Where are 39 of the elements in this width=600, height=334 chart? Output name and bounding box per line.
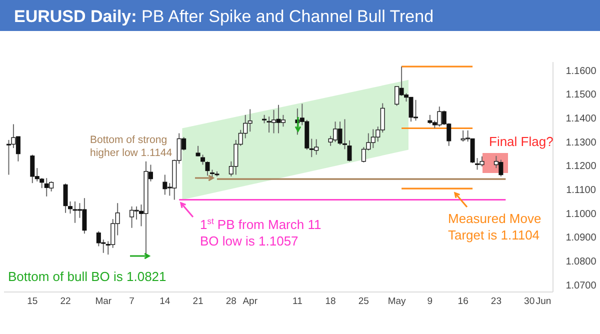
- x-tick-label: 18: [325, 296, 336, 307]
- candlestick: [196, 145, 200, 157]
- y-tick-label: 1.1500: [566, 90, 597, 101]
- y-tick-label: 1.1300: [566, 137, 597, 148]
- x-tick-label: Jun: [536, 296, 552, 307]
- x-tick-label: Apr: [242, 296, 258, 307]
- x-tick-label: 23: [490, 296, 502, 307]
- x-tick-label: May: [388, 296, 406, 307]
- candlestick: [63, 183, 68, 214]
- annotation: Final Flag?: [489, 134, 554, 149]
- x-tick-label: 22: [60, 296, 71, 307]
- annotation: Bottom of strong higher low 1.1144: [90, 134, 172, 160]
- candlestick: [280, 114, 286, 128]
- y-tick-label: 1.1000: [566, 208, 597, 220]
- x-tick-label: 14: [160, 296, 170, 307]
- x-tick-label: 28: [226, 296, 236, 307]
- y-tick-label: 1.0900: [566, 232, 597, 244]
- y-tick-label: 1.0700: [566, 280, 597, 292]
- candlestick: [200, 154, 206, 166]
- x-tick-label: 9: [427, 296, 433, 307]
- x-tick-label: 7: [129, 296, 134, 307]
- x-tick-label: 21: [192, 296, 204, 307]
- y-tick-label: 1.1100: [566, 185, 596, 196]
- y-tick-label: 1.0800: [566, 256, 597, 268]
- annotation: Measured Move Target is 1.1104: [448, 211, 542, 242]
- candlestick: [205, 160, 210, 176]
- annotation: 1$^{st}$ PB from March 11 BO low is 1.1057: [200, 216, 322, 248]
- x-tick-label: Mar: [95, 296, 112, 307]
- candlestick: [68, 200, 73, 214]
- x-tick-label: 15: [27, 296, 38, 307]
- x-tick-label: 11: [292, 296, 302, 307]
- chart-title: EURUSD Daily: PB After Spike and Channel Bull Trend: [14, 7, 434, 26]
- annotation: Bottom of bull BO is 1.0821: [8, 269, 166, 284]
- y-tick-label: 1.1200: [566, 161, 597, 172]
- x-tick-label: 16: [458, 296, 468, 307]
- y-tick-label: 1.1400: [566, 114, 597, 125]
- y-tick-label: 1.1600: [566, 66, 597, 77]
- x-tick-label: 30: [524, 296, 535, 307]
- x-tick-label: 25: [358, 296, 369, 307]
